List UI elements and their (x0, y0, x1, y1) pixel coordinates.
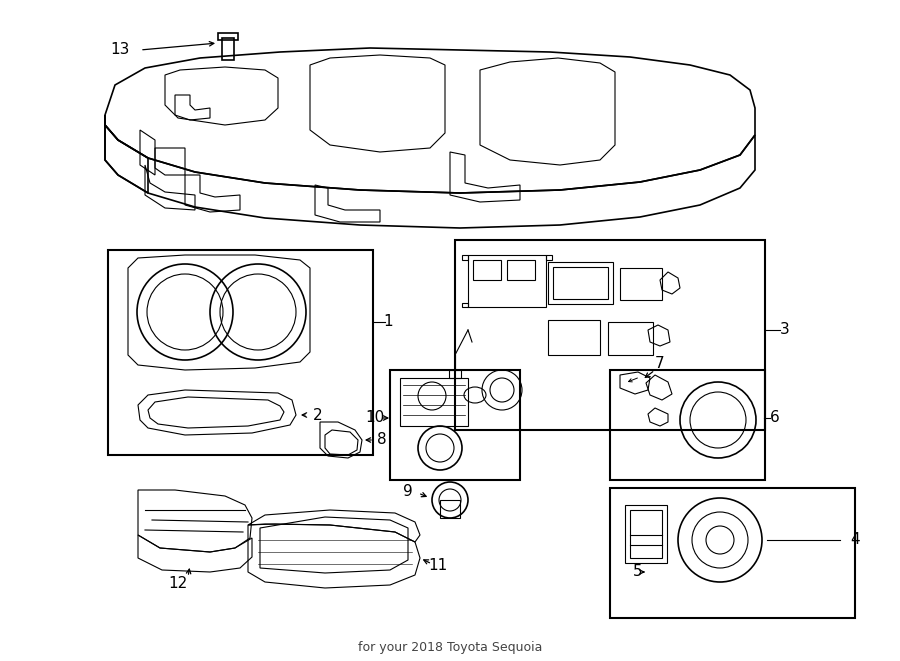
Bar (440, 500, 460, 518)
Bar (620, 268, 662, 300)
Text: 7: 7 (655, 356, 665, 371)
Bar (548, 262, 613, 304)
Bar (400, 378, 468, 426)
Bar (455, 240, 765, 430)
Text: 6: 6 (770, 410, 780, 426)
Text: 10: 10 (365, 410, 384, 426)
Bar (507, 260, 535, 280)
Bar (610, 488, 855, 618)
Text: 4: 4 (850, 533, 860, 547)
Bar (390, 370, 520, 480)
Bar (548, 320, 600, 355)
Text: 13: 13 (111, 42, 130, 58)
Text: 8: 8 (377, 432, 387, 447)
Text: for your 2018 Toyota Sequoia: for your 2018 Toyota Sequoia (358, 641, 542, 654)
Bar (553, 267, 608, 299)
Bar (222, 38, 234, 60)
Bar (108, 250, 373, 455)
Bar (610, 370, 765, 480)
Text: 11: 11 (428, 559, 447, 574)
Bar (468, 255, 546, 307)
Bar (630, 510, 662, 558)
Text: 3: 3 (780, 323, 790, 338)
Text: 9: 9 (403, 485, 413, 500)
Bar (608, 322, 653, 355)
Text: 1: 1 (383, 315, 392, 329)
Bar (473, 260, 501, 280)
Bar (218, 33, 238, 40)
Bar (625, 505, 667, 563)
Text: 2: 2 (313, 407, 323, 422)
Bar (449, 370, 461, 378)
Text: 12: 12 (168, 576, 187, 592)
Text: 5: 5 (634, 564, 643, 580)
